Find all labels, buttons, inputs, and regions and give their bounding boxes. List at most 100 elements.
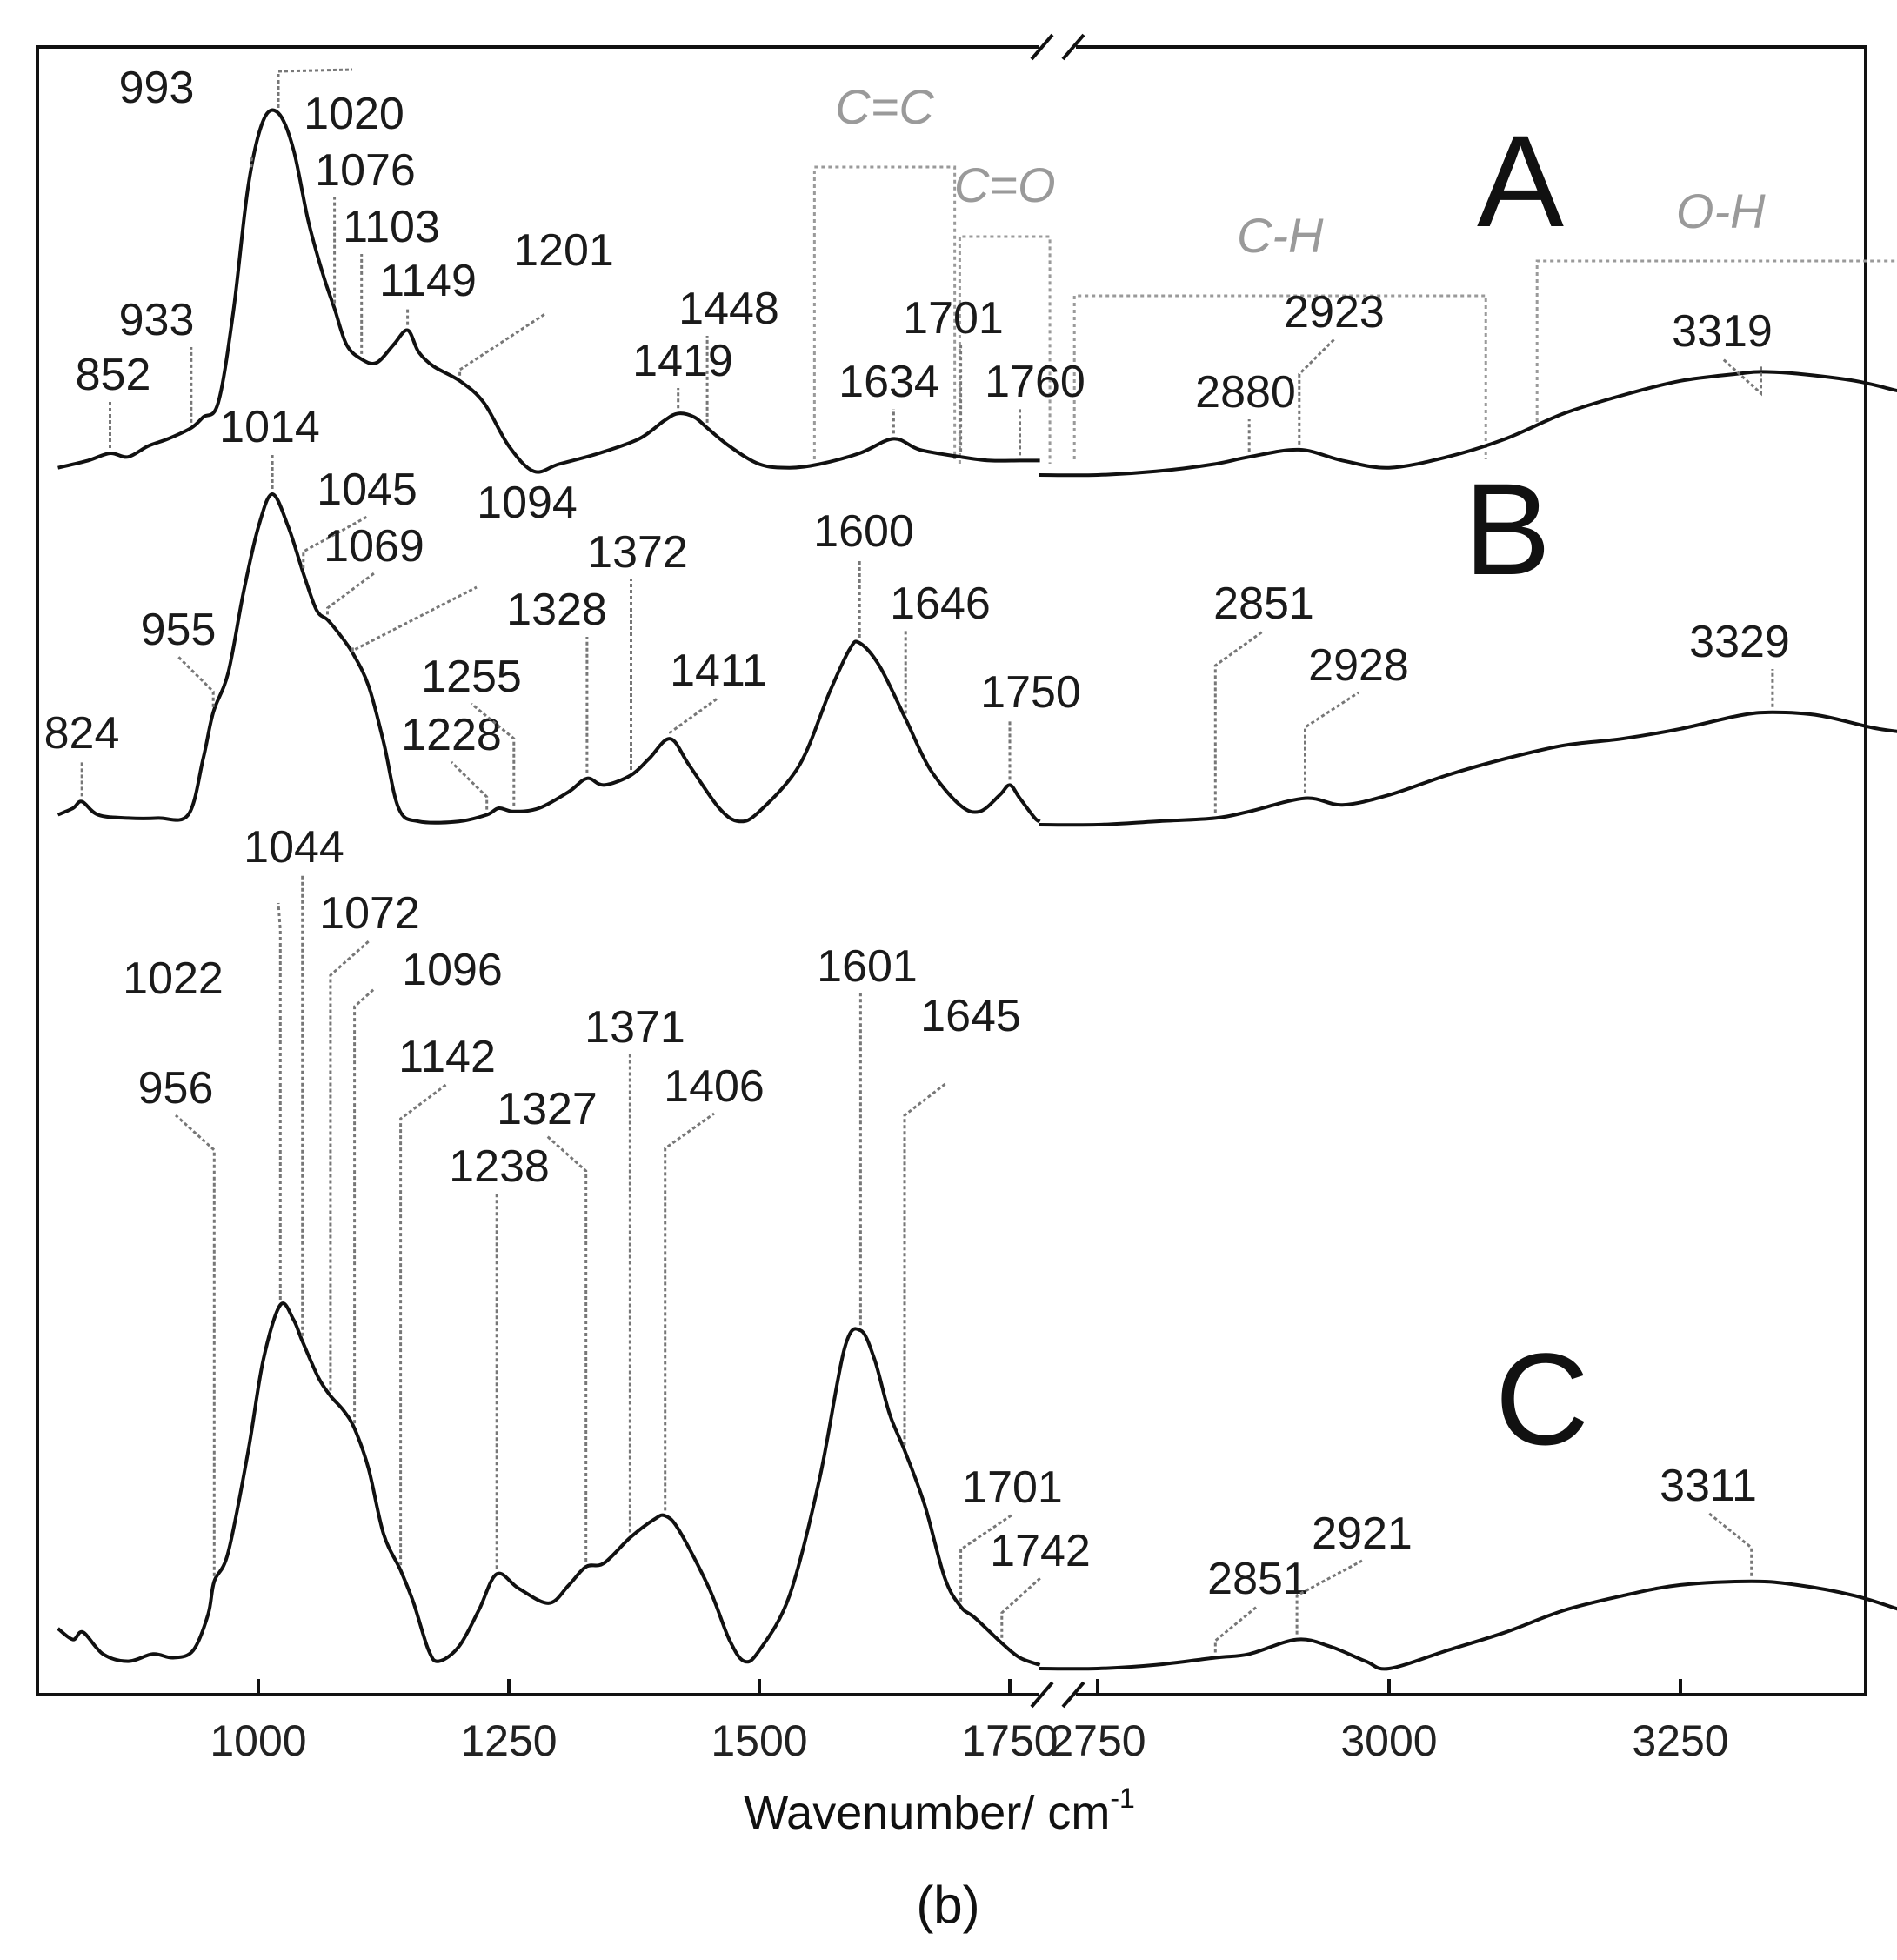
peak-label-B-1014: 1014 xyxy=(219,402,320,452)
peak-label-A-1201: 1201 xyxy=(513,225,614,276)
peak-label-C-1044: 1044 xyxy=(244,822,344,873)
peak-label-C-1022: 1022 xyxy=(123,953,224,1004)
peak-label-C-1645: 1645 xyxy=(920,991,1021,1041)
peak-label-A-1149: 1149 xyxy=(379,256,477,306)
group-label-C=C: C=C xyxy=(835,79,934,134)
panel-label-C: C xyxy=(1495,1326,1589,1472)
x-tick-label-1000: 1000 xyxy=(210,1716,306,1765)
panel-label-B: B xyxy=(1464,456,1551,602)
peak-line-C-1742 xyxy=(1000,1576,1042,1638)
peak-label-C-1096: 1096 xyxy=(402,945,503,995)
peak-line-C-1072 xyxy=(329,939,371,1391)
peak-label-C-2921: 2921 xyxy=(1312,1508,1413,1559)
peak-line-C-1022 xyxy=(277,902,282,1300)
x-tick-label-3250: 3250 xyxy=(1632,1716,1728,1765)
peak-label-A-1448: 1448 xyxy=(678,284,779,334)
axis-break-slash-a-1 xyxy=(1030,1681,1054,1709)
peak-label-A-852: 852 xyxy=(76,350,151,400)
functional-group-brackets: C=C C=O C-H O-H xyxy=(812,79,1897,464)
peak-label-A-1701: 1701 xyxy=(903,293,1004,344)
peak-line-B-955 xyxy=(177,655,215,707)
peak-line-C-1645 xyxy=(903,1081,947,1446)
peak-label-A-1419: 1419 xyxy=(632,336,733,386)
peak-label-A-1020: 1020 xyxy=(304,89,404,139)
peak-label-B-1372: 1372 xyxy=(587,527,688,578)
peak-line-C-1406 xyxy=(664,1112,715,1511)
peak-label-C-3311: 3311 xyxy=(1660,1461,1757,1511)
plot-frame xyxy=(36,45,1867,1696)
axis-break-slash-a-0 xyxy=(1030,33,1054,61)
peak-line-A-993 xyxy=(250,156,254,168)
peak-label-B-1045: 1045 xyxy=(317,465,417,515)
peak-line-C-2921 xyxy=(1295,1559,1363,1635)
peak-line-B-1228 xyxy=(450,760,489,810)
peak-label-C-1406: 1406 xyxy=(664,1061,765,1112)
peak-line-C-1701 xyxy=(959,1513,1013,1602)
peak-label-B-3329: 3329 xyxy=(1689,617,1790,667)
axis-break-slash-b-0 xyxy=(1061,33,1085,61)
peak-label-B-1600: 1600 xyxy=(813,506,914,557)
peak-line-B-2851 xyxy=(1213,629,1265,813)
peak-label-C-1371: 1371 xyxy=(584,1002,685,1053)
peak-line-A-2923 xyxy=(1298,338,1336,445)
spectrum-C-high-range xyxy=(1039,1579,1897,1671)
peak-line-B-1069 xyxy=(326,572,375,615)
peak-line-B-1255 xyxy=(471,702,516,806)
peak-line-B-2928 xyxy=(1304,691,1359,793)
peak-label-B-1328: 1328 xyxy=(506,585,607,635)
peak-label-B-1646: 1646 xyxy=(890,579,991,629)
peak-line-C-1096 xyxy=(353,987,375,1424)
peak-label-C-2851: 2851 xyxy=(1207,1554,1308,1604)
peak-label-A-2880: 2880 xyxy=(1195,367,1296,418)
peak-label-A-1760: 1760 xyxy=(985,357,1085,407)
x-tick-label-3000: 3000 xyxy=(1340,1716,1437,1765)
axis-break-gap-1 xyxy=(1039,1686,1076,1703)
panel-labels: A B C xyxy=(1464,108,1589,1472)
peak-line-A-1201 xyxy=(458,311,547,376)
peak-label-B-1228: 1228 xyxy=(401,710,502,760)
group-label-C-H: C-H xyxy=(1237,208,1324,263)
spectrum-B-high-range xyxy=(1039,710,1897,827)
peak-label-C-1072: 1072 xyxy=(319,888,420,939)
peak-label-C-1601: 1601 xyxy=(817,941,918,992)
peak-label-B-824: 824 xyxy=(44,708,120,759)
peak-line-B-1094 xyxy=(351,585,478,653)
peak-label-B-2928: 2928 xyxy=(1308,640,1409,691)
peak-label-B-1255: 1255 xyxy=(421,652,522,702)
spectra-series xyxy=(57,108,1897,1671)
spectrum-A-low-range xyxy=(57,108,1040,474)
peak-label-C-1327: 1327 xyxy=(497,1084,598,1134)
group-label-O-H: O-H xyxy=(1676,184,1766,238)
peak-label-A-2923: 2923 xyxy=(1284,287,1385,338)
spectrum-A-high-range xyxy=(1039,370,1897,478)
figure-caption: (b) xyxy=(916,1876,979,1934)
peak-line-A-1020 xyxy=(277,68,353,108)
group-bracket-C-H xyxy=(1072,294,1487,459)
peak-label-B-1750: 1750 xyxy=(980,667,1081,718)
x-tick-label-1250: 1250 xyxy=(460,1716,557,1765)
x-tick-label-2750: 2750 xyxy=(1049,1716,1146,1765)
peak-label-A-1634: 1634 xyxy=(838,357,939,407)
peak-line-B-1411 xyxy=(669,696,719,734)
peak-label-B-2851: 2851 xyxy=(1213,579,1314,629)
peak-label-C-1701: 1701 xyxy=(962,1462,1063,1513)
peak-label-B-1094: 1094 xyxy=(477,478,578,528)
peak-label-A-993: 993 xyxy=(119,63,195,113)
peak-label-B-1069: 1069 xyxy=(324,521,424,572)
spectrum-C-low-range xyxy=(57,1301,1041,1667)
peak-line-C-3311 xyxy=(1707,1511,1753,1576)
group-label-C=O: C=O xyxy=(954,157,1056,212)
group-bracket-C=C xyxy=(812,165,957,459)
group-bracket-C=O xyxy=(958,235,1052,464)
x-tick-label-1750: 1750 xyxy=(961,1716,1058,1765)
peak-line-C-1327 xyxy=(545,1134,588,1562)
peak-line-A-3319 xyxy=(1720,357,1762,397)
peak-label-A-933: 933 xyxy=(119,295,195,345)
peak-line-C-1142 xyxy=(399,1082,448,1566)
peak-label-A-3319: 3319 xyxy=(1672,306,1773,357)
peak-label-B-955: 955 xyxy=(141,605,217,655)
peak-line-C-956 xyxy=(174,1114,216,1576)
